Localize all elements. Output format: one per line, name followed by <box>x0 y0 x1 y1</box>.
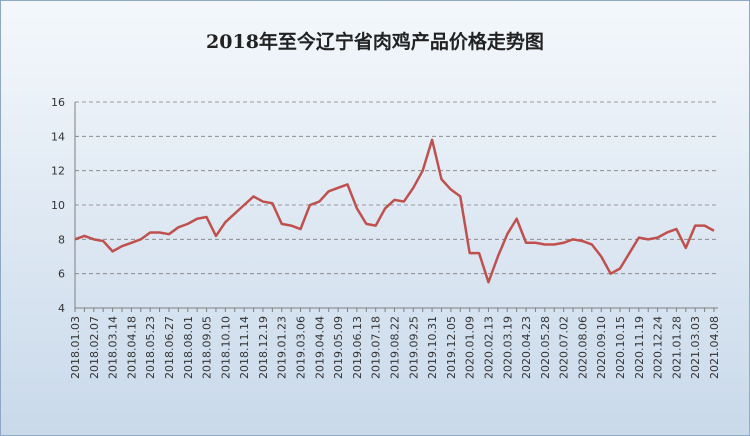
y-tick-label: 12 <box>51 165 65 178</box>
line-series <box>74 138 715 284</box>
x-tick-label: 2019.12.05 <box>445 316 458 379</box>
y-tick-label: 8 <box>58 233 65 246</box>
x-tick-label: 2018.01.03 <box>69 316 82 379</box>
x-tick-label: 2018.05.23 <box>144 316 157 379</box>
x-tick-label: 2020.10.15 <box>614 316 627 379</box>
x-tick-label: 2020.04.23 <box>520 316 533 379</box>
x-tick-label: 2020.08.06 <box>576 316 589 379</box>
x-tick-label: 2020.12.24 <box>652 316 665 379</box>
x-tick-label: 2018.03.14 <box>107 316 120 379</box>
x-tick-label: 2019.04.04 <box>313 316 326 379</box>
y-tick-label: 16 <box>51 96 65 109</box>
x-tick-label: 2020.02.13 <box>482 316 495 379</box>
x-tick-label: 2018.04.18 <box>125 316 138 379</box>
x-tick-label: 2019.06.13 <box>351 316 364 379</box>
x-tick-label: 2020.05.28 <box>539 316 552 379</box>
y-tick-label: 10 <box>51 199 65 212</box>
x-tick-label: 2020.03.19 <box>501 316 514 379</box>
x-tick-label: 2020.11.19 <box>633 316 646 379</box>
x-tick-label: 2019.05.09 <box>332 316 345 379</box>
x-tick-label: 2021.01.28 <box>670 316 683 379</box>
x-tick-label: 2019.10.31 <box>426 316 439 379</box>
x-tick-label: 2018.02.07 <box>88 316 101 379</box>
x-tick-label: 2021.04.08 <box>708 316 721 379</box>
x-tick-label: 2019.03.06 <box>295 316 308 379</box>
x-tick-label: 2020.07.02 <box>558 316 571 379</box>
x-tick-label: 2018.12.19 <box>257 316 270 379</box>
x-tick-label: 2018.08.01 <box>182 316 195 379</box>
x-tick-label: 2020.09.10 <box>595 316 608 379</box>
x-tick-label: 2018.06.27 <box>163 316 176 379</box>
x-tick-label: 2020.01.09 <box>464 316 477 379</box>
x-tick-label: 2019.09.25 <box>407 316 420 379</box>
x-tick-label: 2019.08.22 <box>389 316 402 379</box>
x-tick-label: 2018.09.05 <box>201 316 214 379</box>
y-tick-label: 4 <box>58 302 65 315</box>
x-tick-label: 2021.03.03 <box>689 316 702 379</box>
y-tick-label: 14 <box>51 130 65 143</box>
x-tick-label: 2019.07.18 <box>370 316 383 379</box>
x-tick-label: 2019.01.23 <box>276 316 289 379</box>
x-tick-label: 2018.11.14 <box>238 316 251 379</box>
y-tick-label: 6 <box>58 268 65 281</box>
chart-title: 2018年至今辽宁省肉鸡产品价格走势图 <box>206 30 544 53</box>
x-tick-label: 2018.10.10 <box>219 316 232 379</box>
